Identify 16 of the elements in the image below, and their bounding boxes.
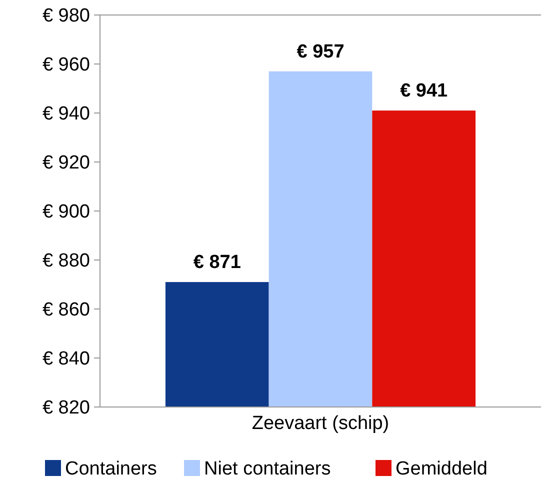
data-label: € 941 xyxy=(400,80,448,102)
y-tick-label: € 840 xyxy=(42,348,90,370)
y-tick-label: € 960 xyxy=(42,54,90,76)
data-label: € 871 xyxy=(193,252,242,274)
y-tick-label: € 940 xyxy=(42,104,90,125)
y-tick-label: € 860 xyxy=(42,300,90,321)
legend-label: Gemiddeld xyxy=(396,458,488,480)
x-tick-label: Zeevaart (schip) xyxy=(252,413,390,434)
legend-label: Niet containers xyxy=(204,458,331,480)
y-tick-label: € 900 xyxy=(42,202,90,223)
y-tick-label: € 920 xyxy=(42,152,90,174)
legend-label: Containers xyxy=(65,458,157,480)
y-tick-label: € 880 xyxy=(42,250,90,272)
y-tick-label: € 820 xyxy=(42,398,90,419)
y-tick-label: € 980 xyxy=(42,6,90,27)
data-label: € 957 xyxy=(296,41,344,62)
